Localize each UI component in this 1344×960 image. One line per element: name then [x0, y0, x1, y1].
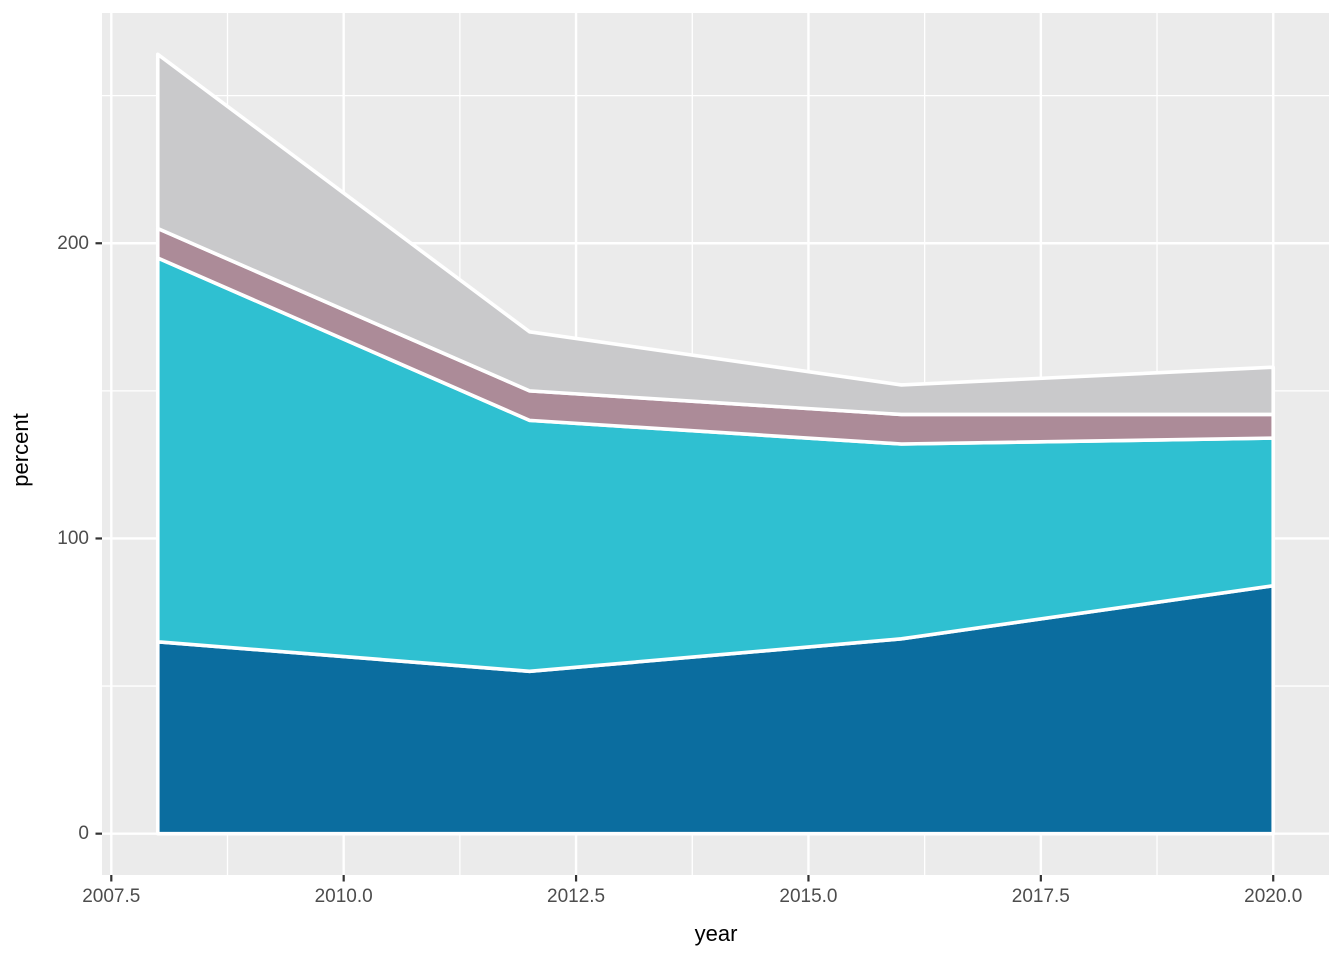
- x-tick-label: 2007.5: [82, 886, 140, 907]
- y-tick-label: 100: [57, 528, 89, 549]
- y-tick-label: 0: [78, 823, 89, 844]
- x-tick-label: 2010.0: [315, 886, 373, 907]
- x-tick-label: 2012.5: [547, 886, 605, 907]
- area-light-gray-band: [155, 52, 1276, 417]
- x-tick-label: 2017.5: [1012, 886, 1070, 907]
- axis-tick-labels: 2007.5 2010.0 2012.5 2015.0 2017.5 2020.0 0 100…: [57, 233, 1302, 907]
- x-tick-label: 2015.0: [779, 886, 837, 907]
- y-tick-label: 200: [57, 233, 89, 254]
- area-series-group: [155, 52, 1276, 836]
- axis-tick-marks: [95, 242, 1275, 882]
- x-tick-label: 2020.0: [1244, 886, 1302, 907]
- y-axis-title: percent: [8, 413, 33, 486]
- x-axis-title: year: [695, 921, 738, 946]
